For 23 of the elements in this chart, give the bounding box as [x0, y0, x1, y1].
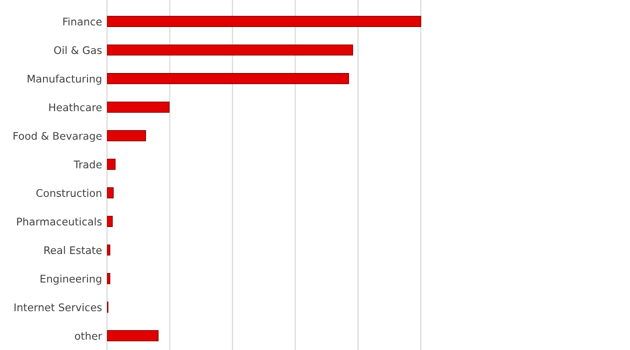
y-tick-label: Finance: [63, 17, 102, 26]
bar: [107, 44, 354, 56]
y-tick-label: other: [74, 332, 102, 340]
bar: [107, 244, 110, 256]
y-tick-label: Construction: [36, 188, 102, 197]
bar: [107, 187, 114, 198]
bar: [107, 102, 170, 113]
bar: [107, 330, 159, 342]
bar: [107, 16, 422, 27]
y-tick-label: Pharmaceuticals: [17, 217, 102, 226]
bar: [107, 73, 350, 84]
y-tick-label: Trade: [74, 160, 102, 168]
y-tick-label: Manufacturing: [28, 74, 102, 85]
y-tick-label: Internet Services: [14, 303, 102, 312]
bar: [107, 158, 116, 170]
bar: [107, 273, 110, 284]
bar: [107, 130, 146, 142]
y-tick-label: Oil & Gas: [54, 46, 102, 54]
y-tick-label: Heathcare: [49, 103, 102, 112]
y-tick-label: Engineering: [40, 274, 102, 285]
y-tick-label: Real Estate: [44, 246, 102, 254]
y-tick-label: Food & Bevarage: [14, 132, 102, 142]
bar: [107, 216, 113, 227]
